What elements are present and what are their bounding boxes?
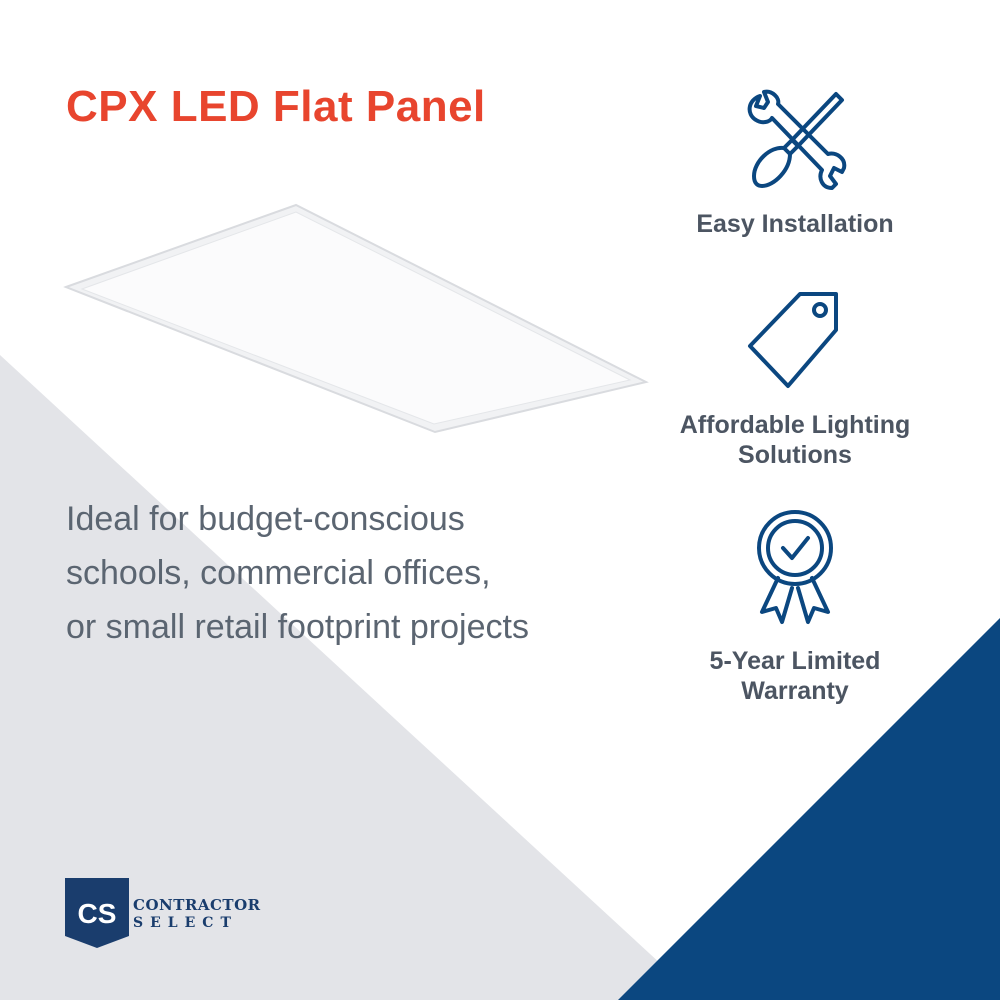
feature-label: 5-Year Limited [709, 647, 881, 675]
feature-affordable-lighting: Affordable Lighting Solutions [645, 290, 945, 470]
feature-label: Affordable Lighting [679, 411, 911, 439]
wrench-screwdriver-icon [747, 89, 847, 190]
description-line: schools, commercial offices, [66, 554, 491, 592]
contractor-select-logo: CS [65, 878, 129, 948]
gray-background-shape [0, 355, 700, 1000]
brand-name: CONTRACTOR SELECT [133, 896, 261, 931]
price-tag-icon [748, 292, 838, 388]
feature-label: Easy Installation [696, 210, 894, 238]
feature-label: Warranty [741, 677, 849, 705]
logo-monogram: CS [78, 898, 117, 929]
description-line: Ideal for budget-conscious [66, 500, 465, 538]
brand-line-1: CONTRACTOR [133, 896, 261, 914]
page-title: CPX LED Flat Panel [66, 82, 486, 131]
feature-warranty: 5-Year Limited Warranty [645, 508, 945, 706]
award-ribbon-icon [757, 510, 833, 624]
brand-line-2: SELECT [133, 915, 238, 931]
description-line: or small retail footprint projects [66, 608, 529, 646]
product-description: Ideal for budget-conscious schools, comm… [66, 492, 529, 654]
blue-corner-shape [618, 618, 1000, 1000]
led-panel-image [63, 203, 649, 434]
feature-easy-installation: Easy Installation [645, 88, 945, 239]
feature-label: Solutions [738, 441, 852, 469]
